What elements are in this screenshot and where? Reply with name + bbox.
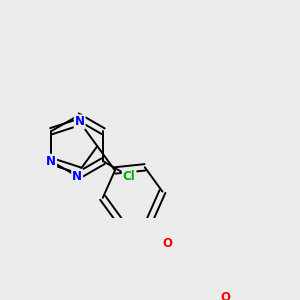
Text: Cl: Cl bbox=[123, 170, 136, 183]
Text: N: N bbox=[75, 116, 85, 128]
Text: O: O bbox=[163, 237, 173, 250]
Text: N: N bbox=[72, 170, 82, 183]
Text: N: N bbox=[46, 155, 56, 168]
Text: O: O bbox=[221, 291, 231, 300]
